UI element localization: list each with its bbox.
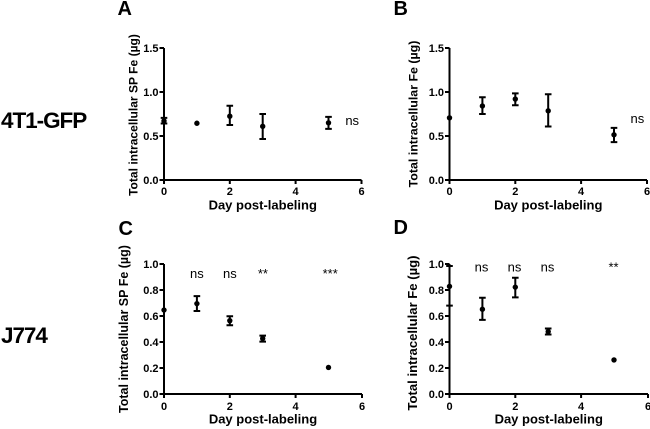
svg-text:ns: ns: [223, 266, 237, 281]
svg-text:4: 4: [578, 186, 585, 198]
svg-text:6: 6: [645, 401, 650, 413]
svg-text:2: 2: [512, 401, 518, 413]
svg-text:0.6: 0.6: [429, 311, 444, 323]
svg-text:ns: ns: [631, 111, 645, 126]
svg-text:D: D: [394, 217, 408, 239]
svg-text:Total intracellular Fe (µg): Total intracellular Fe (µg): [405, 256, 420, 411]
svg-text:0.0: 0.0: [429, 389, 444, 401]
svg-text:ns: ns: [345, 113, 359, 128]
svg-text:2: 2: [227, 186, 233, 198]
svg-text:1.0: 1.0: [143, 259, 158, 271]
svg-text:4: 4: [578, 401, 585, 413]
svg-text:ns: ns: [475, 260, 489, 275]
svg-text:0.2: 0.2: [429, 363, 444, 375]
svg-text:B: B: [394, 0, 408, 20]
svg-text:**: **: [258, 266, 268, 281]
svg-text:0: 0: [446, 401, 452, 413]
svg-text:1.0: 1.0: [429, 87, 444, 99]
svg-text:1.0: 1.0: [143, 87, 158, 99]
svg-text:Total intracellular SP Fe (µg): Total intracellular SP Fe (µg): [117, 245, 131, 413]
svg-text:0.5: 0.5: [429, 131, 444, 143]
svg-text:4: 4: [293, 186, 300, 198]
svg-text:Day post-labeling: Day post-labeling: [209, 412, 317, 427]
svg-text:0.8: 0.8: [429, 285, 444, 297]
svg-text:Day post-labeling: Day post-labeling: [495, 412, 603, 427]
svg-text:A: A: [118, 0, 132, 20]
svg-text:ns: ns: [190, 266, 204, 281]
svg-text:1.5: 1.5: [143, 43, 158, 55]
svg-text:0: 0: [446, 186, 452, 198]
svg-text:6: 6: [644, 186, 650, 198]
svg-text:ns: ns: [541, 260, 555, 275]
svg-text:J774: J774: [1, 323, 48, 348]
svg-text:0.0: 0.0: [429, 175, 444, 187]
svg-text:C: C: [119, 218, 133, 240]
svg-text:0.5: 0.5: [143, 131, 158, 143]
svg-text:0.6: 0.6: [143, 311, 158, 323]
svg-text:**: **: [608, 260, 618, 275]
svg-text:4T1-GFP: 4T1-GFP: [1, 108, 87, 133]
svg-text:0.0: 0.0: [143, 389, 158, 401]
svg-text:0: 0: [161, 401, 167, 413]
svg-text:Total intracellular Fe (µg): Total intracellular Fe (µg): [406, 41, 420, 188]
svg-text:0.0: 0.0: [143, 175, 158, 187]
svg-text:Total intracellular SP Fe (µg): Total intracellular SP Fe (µg): [127, 34, 141, 196]
svg-text:2: 2: [227, 401, 233, 413]
svg-text:0.8: 0.8: [143, 285, 158, 297]
svg-text:6: 6: [358, 186, 364, 198]
svg-text:ns: ns: [508, 260, 522, 275]
svg-text:1.5: 1.5: [429, 43, 444, 55]
svg-text:4: 4: [293, 401, 300, 413]
svg-text:0.4: 0.4: [429, 337, 445, 349]
svg-text:0: 0: [161, 186, 167, 198]
svg-text:0.2: 0.2: [143, 363, 158, 375]
svg-text:***: ***: [323, 266, 338, 281]
svg-text:2: 2: [512, 186, 518, 198]
svg-text:Day post-labeling: Day post-labeling: [209, 198, 317, 213]
svg-text:6: 6: [359, 401, 365, 413]
svg-text:Day post-labeling: Day post-labeling: [494, 198, 602, 213]
svg-text:1.0: 1.0: [429, 259, 444, 271]
svg-text:0.4: 0.4: [143, 337, 159, 349]
